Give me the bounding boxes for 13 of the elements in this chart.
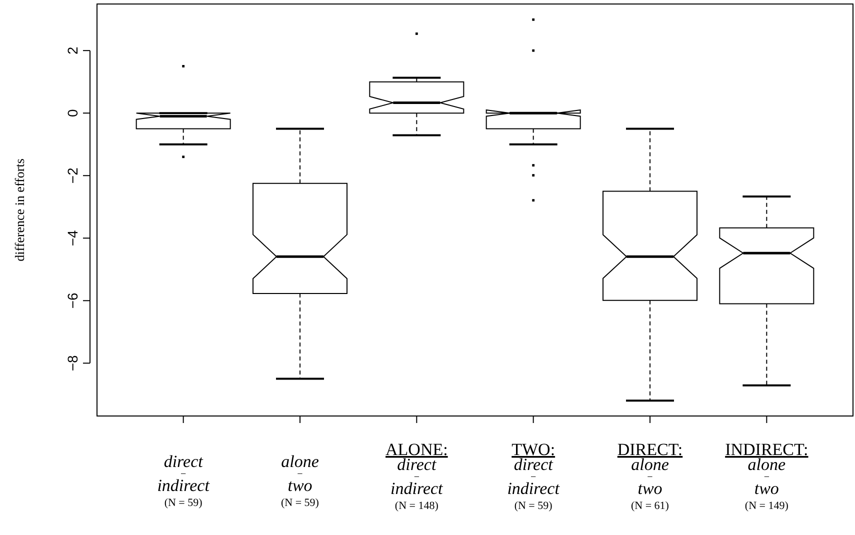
x-tick-label: INDIRECT: alone − two (N = 149) [725,440,808,512]
x-tick-label: TWO: direct − indirect (N = 59) [507,440,561,512]
y-tick-label: −4 [64,230,81,246]
x-tick-label: ALONE: direct − indirect (N = 148) [386,440,448,512]
x-tick-label: direct − indirect (N = 59) [157,452,211,509]
y-tick-label: −6 [64,292,81,309]
y-tick-label: −8 [64,354,81,372]
y-tick-label: 2 [64,46,81,54]
x-tick-label: DIRECT: alone − two (N = 61) [617,440,683,512]
y-tick-label: 0 [64,108,81,117]
x-tick-label: alone − two (N = 59) [281,452,320,509]
y-tick-label: −2 [64,167,81,184]
y-axis-title: difference in efforts [12,158,27,262]
